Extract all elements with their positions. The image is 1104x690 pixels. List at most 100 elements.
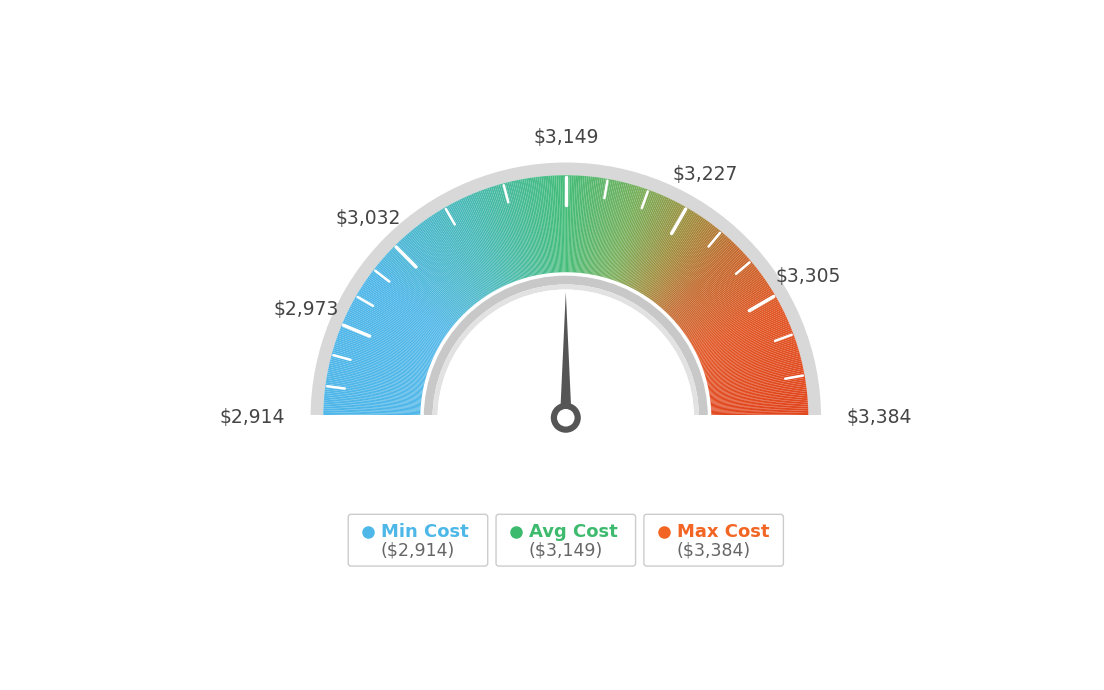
Wedge shape — [415, 226, 477, 304]
Wedge shape — [325, 393, 421, 404]
Wedge shape — [687, 283, 768, 338]
FancyBboxPatch shape — [496, 514, 636, 566]
Wedge shape — [549, 176, 556, 273]
Wedge shape — [634, 204, 681, 290]
Wedge shape — [596, 181, 618, 276]
Wedge shape — [686, 280, 766, 336]
Wedge shape — [399, 241, 466, 313]
Text: $3,305: $3,305 — [775, 267, 841, 286]
Wedge shape — [598, 181, 623, 276]
Wedge shape — [444, 207, 493, 292]
Wedge shape — [582, 177, 594, 273]
Wedge shape — [694, 304, 781, 351]
Wedge shape — [576, 176, 585, 273]
Wedge shape — [628, 198, 671, 286]
Wedge shape — [323, 416, 421, 417]
Wedge shape — [567, 175, 570, 273]
Wedge shape — [414, 227, 476, 304]
Wedge shape — [704, 343, 797, 374]
Wedge shape — [705, 348, 798, 377]
Wedge shape — [538, 177, 550, 273]
Wedge shape — [362, 284, 444, 339]
Wedge shape — [405, 235, 470, 308]
Wedge shape — [478, 191, 514, 282]
Text: Min Cost: Min Cost — [381, 523, 469, 541]
Wedge shape — [326, 380, 422, 396]
Wedge shape — [379, 262, 455, 325]
Wedge shape — [456, 201, 501, 288]
Wedge shape — [526, 178, 543, 274]
Wedge shape — [672, 252, 744, 319]
Wedge shape — [698, 316, 787, 358]
Wedge shape — [650, 220, 709, 300]
Wedge shape — [623, 195, 662, 284]
Wedge shape — [431, 215, 486, 297]
Wedge shape — [640, 210, 692, 294]
Wedge shape — [711, 412, 808, 415]
Wedge shape — [369, 275, 448, 333]
Wedge shape — [665, 239, 732, 312]
Wedge shape — [323, 401, 421, 408]
Wedge shape — [688, 284, 769, 339]
Wedge shape — [333, 348, 426, 377]
Wedge shape — [690, 293, 775, 344]
Wedge shape — [611, 187, 643, 279]
Wedge shape — [327, 376, 423, 394]
Wedge shape — [711, 408, 808, 413]
Wedge shape — [671, 250, 743, 318]
Wedge shape — [408, 232, 473, 307]
Wedge shape — [491, 186, 522, 279]
Wedge shape — [707, 357, 802, 383]
Wedge shape — [691, 296, 776, 346]
Wedge shape — [323, 408, 421, 413]
Wedge shape — [411, 230, 474, 306]
Wedge shape — [532, 177, 546, 274]
Wedge shape — [328, 368, 423, 389]
Wedge shape — [676, 259, 751, 323]
Wedge shape — [569, 175, 572, 273]
Wedge shape — [337, 335, 428, 370]
Wedge shape — [707, 359, 802, 384]
Wedge shape — [630, 201, 676, 288]
Wedge shape — [647, 216, 702, 297]
Wedge shape — [689, 289, 773, 342]
Wedge shape — [594, 180, 615, 275]
Wedge shape — [475, 193, 512, 283]
Wedge shape — [680, 268, 757, 328]
Wedge shape — [469, 195, 509, 284]
Text: Avg Cost: Avg Cost — [529, 523, 617, 541]
Wedge shape — [428, 217, 484, 298]
Wedge shape — [711, 393, 807, 404]
Wedge shape — [403, 237, 469, 310]
Wedge shape — [357, 294, 440, 345]
Wedge shape — [626, 197, 667, 286]
Wedge shape — [711, 414, 808, 417]
Wedge shape — [688, 286, 771, 339]
Wedge shape — [711, 401, 808, 408]
Wedge shape — [581, 177, 593, 273]
Wedge shape — [481, 190, 517, 282]
Wedge shape — [616, 190, 651, 282]
Wedge shape — [592, 179, 612, 275]
Wedge shape — [342, 323, 432, 362]
Wedge shape — [710, 389, 807, 402]
Wedge shape — [586, 177, 602, 274]
Wedge shape — [513, 181, 535, 276]
Wedge shape — [323, 412, 421, 415]
Wedge shape — [583, 177, 596, 273]
Wedge shape — [468, 195, 508, 285]
Wedge shape — [666, 241, 733, 313]
Wedge shape — [673, 255, 746, 321]
Wedge shape — [687, 282, 767, 337]
Wedge shape — [693, 301, 779, 348]
Wedge shape — [480, 190, 516, 282]
Wedge shape — [351, 303, 437, 350]
Wedge shape — [689, 288, 772, 341]
Wedge shape — [323, 397, 421, 406]
Wedge shape — [446, 206, 495, 291]
Wedge shape — [707, 354, 800, 380]
Wedge shape — [633, 202, 679, 289]
Wedge shape — [554, 175, 560, 273]
Wedge shape — [325, 391, 421, 403]
Wedge shape — [337, 337, 428, 371]
